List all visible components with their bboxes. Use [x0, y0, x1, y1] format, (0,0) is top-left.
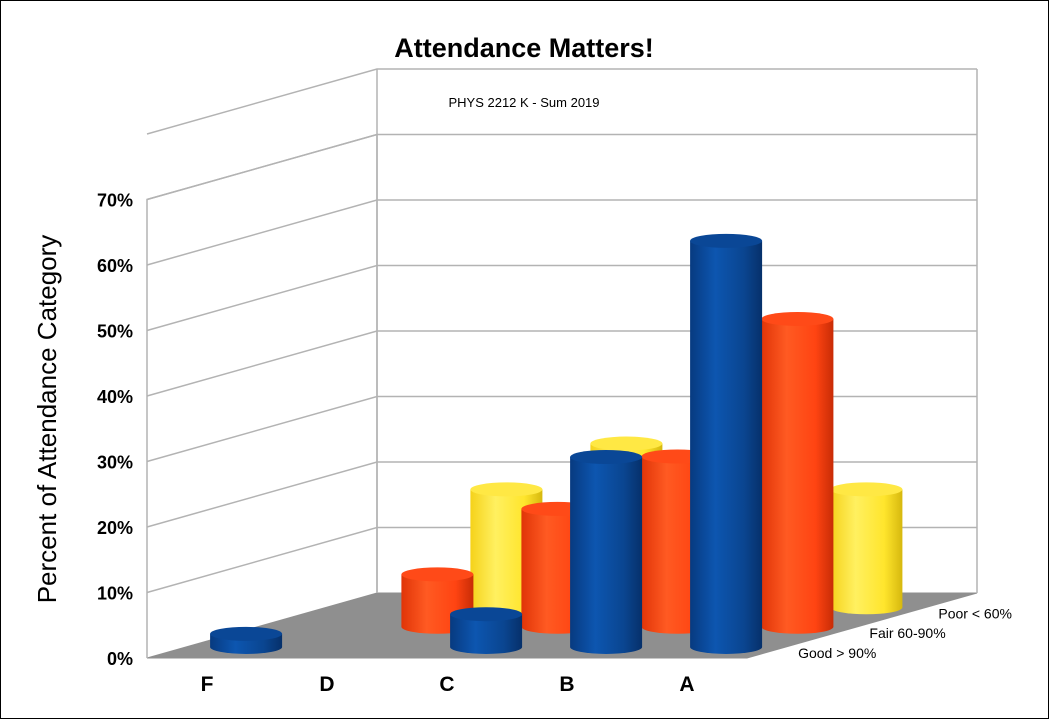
x-tick-label: D	[319, 673, 334, 696]
y-tick-labels: 0% 10% 20% 30% 40% 50% 60% 70%	[97, 191, 133, 670]
bar-top	[470, 482, 543, 497]
y-tick-label: 30%	[97, 453, 133, 473]
bar-body	[570, 457, 643, 654]
wall-top-edge	[146, 68, 977, 135]
y-tick-label: 60%	[97, 256, 133, 276]
bars	[210, 233, 903, 654]
gridline	[146, 264, 977, 332]
bar-top	[761, 311, 834, 326]
bar-body	[830, 489, 903, 615]
bar-top	[690, 233, 763, 248]
bar-top	[401, 567, 474, 582]
gridline	[146, 395, 977, 463]
depth-labels: Good > 90% Fair 60-90% Poor < 60%	[798, 605, 1012, 661]
left-wall-edge	[146, 133, 378, 658]
bar-top	[450, 607, 523, 622]
bar	[450, 607, 523, 654]
x-tick-label: B	[559, 673, 574, 696]
chart-subtitle: PHYS 2212 K - Sum 2019	[448, 95, 599, 110]
gridline	[146, 133, 977, 201]
chart-title: Attendance Matters!	[394, 33, 654, 63]
bar-top	[590, 436, 663, 451]
depth-label: Poor < 60%	[938, 605, 1012, 621]
bar	[210, 626, 283, 654]
gridline	[146, 330, 977, 397]
y-tick-label: 20%	[97, 518, 133, 538]
bar	[570, 450, 643, 654]
y-tick-label: 40%	[97, 387, 133, 407]
y-tick-label: 10%	[97, 584, 133, 604]
y-tick-label: 50%	[97, 322, 133, 342]
x-tick-label: A	[679, 673, 694, 696]
depth-label: Fair 60-90%	[869, 625, 945, 641]
bar	[761, 311, 834, 634]
bar-top	[210, 626, 283, 641]
bar	[830, 482, 903, 615]
y-tick-label: 0%	[107, 649, 133, 669]
depth-label: Good > 90%	[798, 645, 876, 661]
y-axis-title: Percent of Attendance Category	[32, 235, 62, 604]
x-tick-label: F	[201, 673, 214, 696]
bar-top	[830, 482, 903, 497]
y-tick-label: 70%	[97, 191, 133, 211]
gridline	[146, 199, 977, 266]
bar	[690, 233, 763, 654]
bar-top	[570, 450, 643, 464]
bar-body	[450, 614, 523, 654]
bar-body	[690, 240, 763, 654]
bar-body	[761, 318, 834, 634]
x-tick-label: C	[439, 673, 454, 696]
